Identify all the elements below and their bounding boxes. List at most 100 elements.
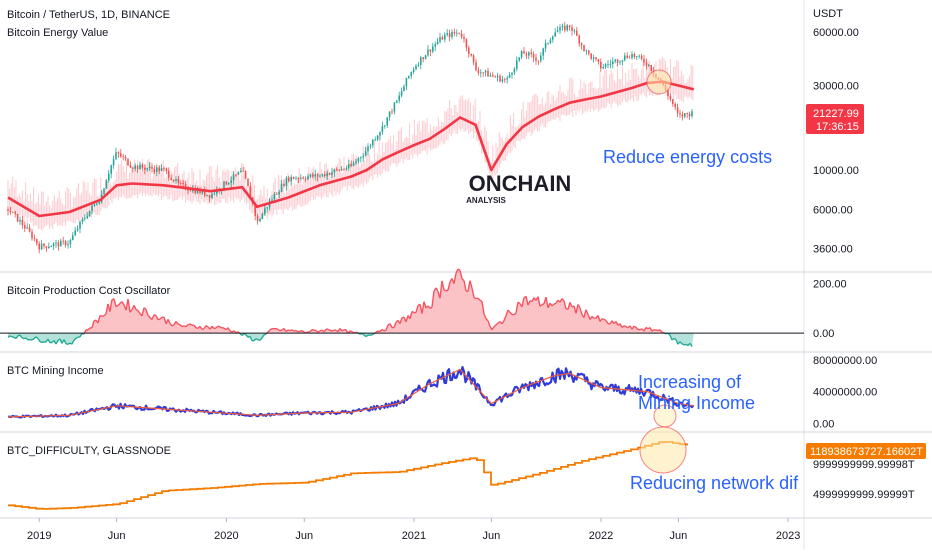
- price-candle: [305, 179, 307, 180]
- price-candle: [271, 199, 273, 200]
- price-candle: [490, 75, 492, 76]
- price-candle: [130, 165, 132, 167]
- time-tick-label: 2022: [589, 530, 613, 542]
- price-candle: [276, 194, 278, 195]
- price-candle: [401, 91, 403, 95]
- price-candle: [677, 107, 679, 113]
- oscillator-line-segment: [328, 329, 330, 330]
- price-candle: [82, 219, 84, 222]
- price-candle: [180, 183, 182, 184]
- oscillator-line-segment: [188, 324, 190, 325]
- oscillator-line-segment: [158, 319, 160, 320]
- indicator-title-energy[interactable]: Bitcoin Energy Value: [7, 27, 108, 39]
- price-candle: [149, 167, 151, 168]
- price-candle: [346, 168, 348, 169]
- indicator-title-mining[interactable]: BTC Mining Income: [7, 365, 104, 377]
- indicator-title-difficulty[interactable]: BTC_DIFFICULTY, GLASSNODE: [7, 445, 171, 457]
- price-candle: [12, 212, 14, 213]
- price-candle: [106, 181, 108, 189]
- price-candle: [331, 172, 333, 174]
- price-candle: [115, 152, 117, 159]
- price-candle: [588, 50, 590, 53]
- price-candle: [144, 168, 146, 170]
- oscillator-line-segment: [674, 338, 676, 339]
- price-candle: [418, 65, 420, 66]
- price-candle: [466, 39, 468, 47]
- price-candle: [482, 72, 484, 73]
- price-candle: [360, 157, 362, 158]
- annotation-energy-costs: Reduce energy costs: [603, 147, 772, 167]
- price-candle: [353, 163, 355, 166]
- price-candle: [394, 103, 396, 112]
- oscillator-line-segment: [276, 328, 278, 329]
- price-candle: [319, 176, 321, 177]
- price-candle: [403, 86, 405, 91]
- price-tag-countdown: 17:36:15: [816, 121, 859, 133]
- price-candle: [84, 218, 86, 219]
- price-candle: [634, 54, 636, 57]
- price-candle: [310, 174, 312, 176]
- price-candle: [554, 32, 556, 36]
- oscillator-line-segment: [446, 290, 448, 291]
- price-candle: [41, 244, 43, 250]
- symbol-title[interactable]: Bitcoin / TetherUS, 1D, BINANCE: [7, 9, 170, 21]
- indicator-title-oscillator[interactable]: Bitcoin Production Cost Oscillator: [7, 285, 171, 297]
- price-candle: [586, 50, 588, 51]
- price-candle: [646, 63, 648, 66]
- price-candle: [132, 168, 134, 169]
- price-candle: [118, 152, 120, 153]
- price-candle: [17, 214, 19, 222]
- price-tick-label: 10000.00: [813, 165, 859, 177]
- oscillator-line-segment: [444, 290, 446, 291]
- price-candle: [370, 145, 372, 146]
- price-candle: [521, 51, 523, 57]
- price-candle: [502, 79, 504, 81]
- price-candle: [182, 183, 184, 184]
- price-candle: [48, 247, 50, 248]
- price-candle: [329, 173, 331, 175]
- price-candle: [571, 27, 573, 31]
- price-candle: [396, 101, 398, 103]
- price-candle: [384, 126, 386, 127]
- price-candle: [110, 165, 112, 173]
- price-candle: [338, 170, 340, 171]
- watermark-subtitle: ANALYSIS: [466, 196, 506, 205]
- oscillator-line-segment: [474, 298, 476, 299]
- price-candle: [70, 240, 72, 244]
- price-candle: [240, 171, 242, 172]
- price-candle: [139, 165, 141, 170]
- price-candle: [74, 230, 76, 235]
- price-candle: [542, 48, 544, 55]
- price-candle: [334, 169, 336, 172]
- price-candle: [223, 181, 225, 188]
- price-candle: [79, 222, 81, 229]
- price-candle: [358, 158, 360, 161]
- price-candle: [125, 157, 127, 159]
- price-candle: [50, 246, 52, 247]
- oscillator-line-segment: [218, 326, 220, 327]
- price-candle: [415, 66, 417, 69]
- price-candle: [178, 179, 180, 183]
- oscillator-line-segment: [40, 342, 42, 343]
- price-candle: [516, 60, 518, 68]
- oscillator-line-segment: [102, 316, 104, 317]
- price-candle: [434, 44, 436, 46]
- price-candle: [454, 32, 456, 33]
- price-candle: [158, 167, 160, 171]
- oscillator-line-segment: [288, 330, 290, 331]
- price-candle: [670, 96, 672, 99]
- price-candle: [622, 60, 624, 62]
- oscillator-line-segment: [624, 326, 626, 327]
- price-candle: [468, 48, 470, 54]
- price-candle: [14, 212, 16, 214]
- difficulty-tick-label: 4999999999.99999T: [813, 489, 915, 501]
- price-candle: [350, 164, 352, 166]
- price-candle: [156, 167, 158, 172]
- price-candle: [26, 227, 28, 228]
- oscillator-line-segment: [256, 339, 258, 340]
- price-candle: [593, 57, 595, 58]
- price-candle: [456, 33, 458, 34]
- price-candle: [120, 153, 122, 156]
